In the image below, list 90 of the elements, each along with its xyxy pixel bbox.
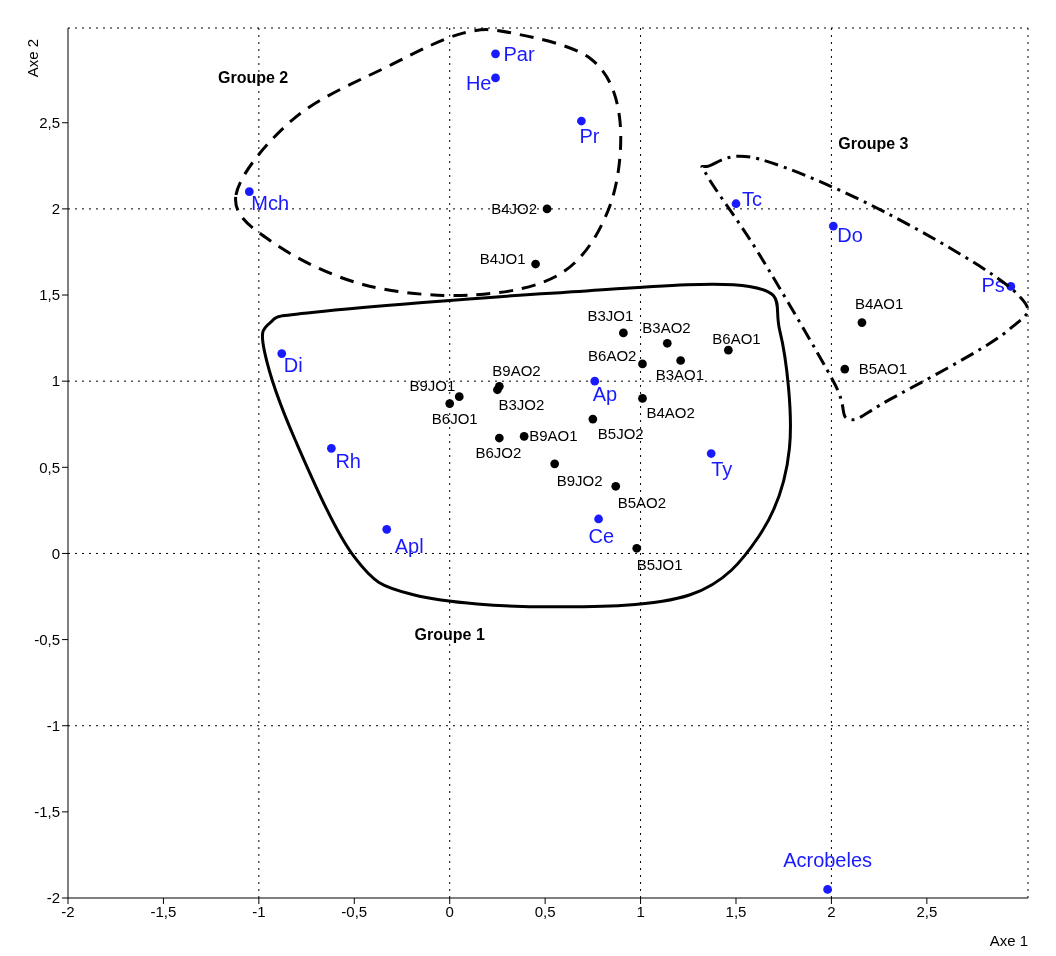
y-tick-label: -1 <box>46 717 60 735</box>
point <box>840 364 850 374</box>
point <box>277 349 287 358</box>
data-label: B4AO2 <box>646 404 695 422</box>
y-tick-label: 0 <box>51 544 60 562</box>
x-tick-label: 0,5 <box>534 902 556 920</box>
data-label: B6JO1 <box>431 409 478 427</box>
x-tick-label: 2,5 <box>916 902 938 920</box>
data-label: Apl <box>394 535 424 558</box>
data-label: B9JO2 <box>556 471 603 489</box>
point <box>327 444 336 453</box>
point <box>638 394 647 403</box>
data-label: Rh <box>335 450 361 473</box>
point <box>676 356 686 365</box>
data-label: Ty <box>711 457 733 480</box>
point <box>611 481 621 491</box>
data-label: B3AO1 <box>655 366 705 384</box>
y-tick-label: -0,5 <box>34 630 60 648</box>
data-label: B3JO2 <box>498 395 545 413</box>
annotation: Groupe 1 <box>414 625 485 643</box>
point <box>632 543 642 553</box>
point <box>638 359 647 369</box>
data-label: Acrobeles <box>783 849 873 872</box>
data-label: B9AO2 <box>492 362 541 380</box>
point <box>723 345 733 355</box>
x-axis-title: Axe 1 <box>989 932 1028 949</box>
point <box>454 392 464 402</box>
point <box>542 204 552 214</box>
y-tick-label: 2,5 <box>39 114 60 132</box>
y-tick-label: 0,5 <box>39 458 60 476</box>
data-label: Tc <box>741 187 762 210</box>
x-tick-label: -0,5 <box>341 902 368 920</box>
data-label: Par <box>503 42 535 65</box>
y-axis-title: Axe 2 <box>24 38 41 78</box>
point <box>731 199 741 209</box>
x-tick-label: 1,5 <box>725 902 747 920</box>
data-label: Ap <box>592 383 618 406</box>
point <box>519 431 529 441</box>
point <box>619 328 628 338</box>
data-label: B4JO1 <box>479 250 526 268</box>
point <box>494 433 504 443</box>
y-tick-label: 2 <box>51 200 60 218</box>
point <box>531 259 540 269</box>
data-label: Mch <box>251 191 290 214</box>
point <box>588 414 598 424</box>
point <box>382 524 392 534</box>
y-tick-label: 1,5 <box>39 286 60 304</box>
point <box>594 514 603 524</box>
data-label: B4AO1 <box>854 294 904 312</box>
y-tick-label: -2 <box>46 889 60 907</box>
point <box>550 459 560 469</box>
point <box>491 73 500 83</box>
point <box>706 449 716 458</box>
x-tick-label: -1,5 <box>150 902 177 920</box>
data-label: B4JO2 <box>491 199 538 217</box>
data-label: Do <box>837 224 863 247</box>
data-label: B9JO1 <box>409 376 456 394</box>
point <box>244 187 254 197</box>
point <box>857 318 867 327</box>
data-label: B6JO2 <box>475 444 522 462</box>
point <box>823 885 832 894</box>
data-label: He <box>465 71 492 94</box>
x-tick-label: 1 <box>636 902 645 920</box>
x-tick-label: 0 <box>445 902 454 920</box>
data-label: Ce <box>588 524 615 547</box>
data-label: Ps <box>981 274 1005 297</box>
annotation: Groupe 3 <box>838 134 909 152</box>
point <box>577 116 586 126</box>
data-label: B5JO2 <box>597 425 644 443</box>
data-label: B3JO1 <box>587 306 634 324</box>
point <box>828 221 838 231</box>
point <box>493 385 502 395</box>
point <box>590 376 600 386</box>
annotation: Groupe 2 <box>218 69 289 87</box>
x-tick-label: 2 <box>827 902 836 920</box>
data-label: B6AO1 <box>712 330 761 348</box>
point <box>445 399 455 408</box>
x-tick-label: -1 <box>252 902 266 920</box>
data-label: B6AO2 <box>588 346 637 364</box>
data-label: B5AO1 <box>858 360 908 378</box>
data-label: Di <box>283 353 303 376</box>
data-label: Pr <box>579 125 600 148</box>
point <box>491 49 500 59</box>
y-tick-label: 1 <box>51 372 60 390</box>
data-label: B5AO2 <box>617 494 667 512</box>
data-label: B3AO2 <box>642 319 691 337</box>
data-label: B5JO1 <box>636 556 683 574</box>
y-tick-label: -1,5 <box>34 803 60 821</box>
data-label: B9AO1 <box>529 427 578 445</box>
point <box>662 338 672 348</box>
